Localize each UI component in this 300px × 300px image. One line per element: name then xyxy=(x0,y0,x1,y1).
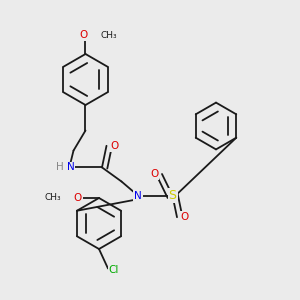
Text: S: S xyxy=(169,189,176,202)
Text: O: O xyxy=(110,141,118,151)
Text: N: N xyxy=(134,190,142,201)
Text: O: O xyxy=(180,212,189,222)
Text: CH₃: CH₃ xyxy=(100,31,117,40)
Text: H: H xyxy=(56,162,64,172)
Text: O: O xyxy=(150,169,159,179)
Text: Cl: Cl xyxy=(109,265,119,275)
Text: N: N xyxy=(67,162,74,172)
Text: O: O xyxy=(74,193,82,203)
Text: O: O xyxy=(80,30,88,40)
Text: CH₃: CH₃ xyxy=(45,194,62,202)
